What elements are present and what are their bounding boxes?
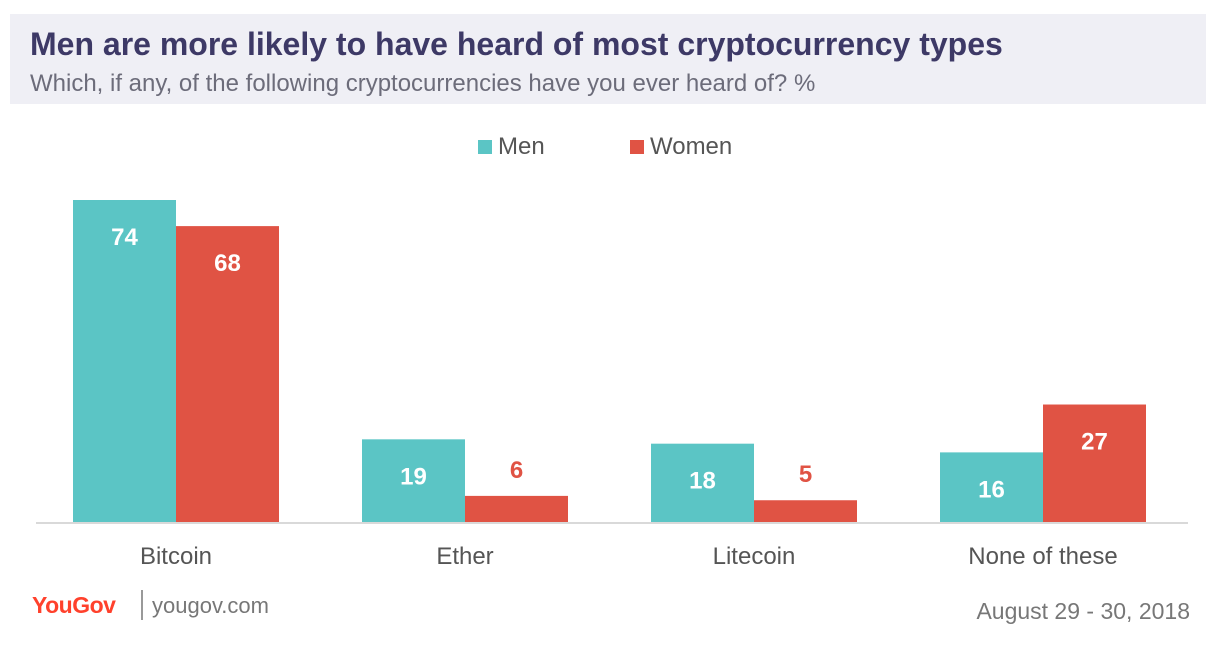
category-label-ether: Ether xyxy=(436,543,493,570)
footer-separator xyxy=(141,590,143,620)
data-label-women-litecoin: 5 xyxy=(799,461,812,488)
legend: Men Women xyxy=(0,133,1228,163)
data-label-women-ether: 6 xyxy=(510,457,523,484)
data-label-women-none-of-these: 27 xyxy=(1081,429,1108,456)
header-panel: Men are more likely to have heard of mos… xyxy=(10,14,1206,104)
data-label-men-litecoin: 18 xyxy=(689,468,716,495)
legend-swatch-women xyxy=(630,140,644,154)
legend-item-women: Women xyxy=(630,133,732,161)
bar-women-none-of-these xyxy=(1043,404,1146,522)
bar-men-none-of-these xyxy=(940,452,1043,522)
legend-label-men: Men xyxy=(498,133,545,160)
chart-subtitle: Which, if any, of the following cryptocu… xyxy=(30,70,816,97)
bar-men-bitcoin xyxy=(73,200,176,522)
footer-site: yougov.com xyxy=(152,593,269,618)
data-label-women-bitcoin: 68 xyxy=(214,250,241,277)
legend-swatch-men xyxy=(478,140,492,154)
category-label-none-of-these: None of these xyxy=(968,543,1117,570)
data-label-men-ether: 19 xyxy=(400,463,427,490)
legend-item-men: Men xyxy=(478,133,545,161)
data-label-men-bitcoin: 74 xyxy=(111,224,138,251)
category-label-litecoin: Litecoin xyxy=(713,543,796,570)
bar-women-bitcoin xyxy=(176,226,279,523)
legend-label-women: Women xyxy=(650,133,733,160)
bar-women-ether xyxy=(465,495,568,522)
chart-title: Men are more likely to have heard of mos… xyxy=(30,26,1003,62)
yougov-logo: YouGov xyxy=(32,592,116,618)
bar-men-ether xyxy=(362,439,465,522)
bar-women-litecoin xyxy=(754,500,857,522)
data-label-men-none-of-these: 16 xyxy=(978,476,1005,503)
bar-men-litecoin xyxy=(651,443,754,522)
category-label-bitcoin: Bitcoin xyxy=(140,543,212,570)
footer-date: August 29 - 30, 2018 xyxy=(976,598,1190,624)
